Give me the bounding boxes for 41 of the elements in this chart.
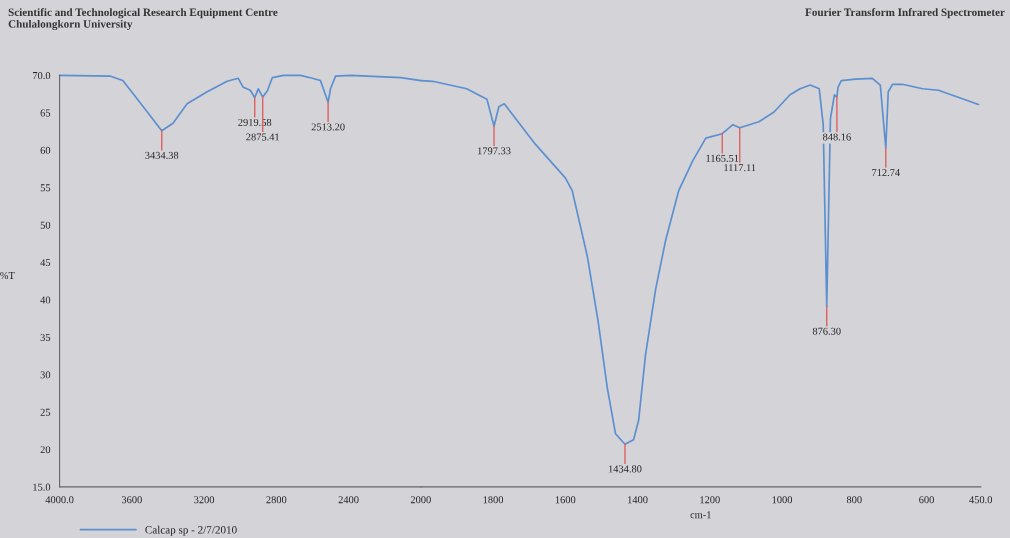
chart-title: Scientific and Technological Research Equipment Centre Chulalongkorn University	[8, 8, 278, 31]
x-tick-label: 600	[919, 496, 934, 504]
annotation: 2875.41	[246, 133, 280, 141]
y-tick-label: 55	[40, 184, 51, 192]
x-tick-label: 1800	[483, 496, 504, 504]
annotation: 1797.33	[478, 147, 511, 155]
x-tick-label: 1400	[628, 496, 648, 504]
x-tick-label: 1200	[700, 496, 720, 504]
annotation: 1117.11	[724, 164, 756, 172]
x-tick-label: 2800	[266, 496, 287, 504]
y-tick-label: 40	[40, 296, 51, 304]
x-tick-label: 800	[846, 496, 862, 504]
x-axis-title: cm-1	[690, 511, 711, 519]
annotation: 3434.38	[145, 151, 179, 159]
x-tick-label: 1600	[555, 496, 576, 504]
x-tick-label: 3200	[194, 496, 215, 504]
x-tick-label: 450.0	[969, 496, 993, 504]
annotation: 848.16	[822, 133, 851, 141]
annotation: 876.30	[812, 327, 841, 335]
legend-label: Calcap sp - 2/7/2010	[145, 525, 237, 536]
annotation: 712.74	[872, 169, 900, 177]
x-tick-label: 2000	[410, 496, 431, 504]
x-tick-label: 2400	[338, 496, 359, 504]
y-tick-label: 70.0	[33, 72, 51, 80]
x-tick-label: 3600	[121, 496, 142, 504]
y-tick-label: 35	[40, 333, 51, 341]
y-tick-label: 45	[40, 259, 51, 267]
y-tick-label: 30	[40, 371, 51, 379]
y-tick-label: 15.0	[33, 483, 51, 491]
y-tick-label: 65	[40, 109, 51, 117]
x-tick-label: 4000.0	[45, 496, 74, 504]
chart-title: Fourier Transform Infrared Spectrometer	[805, 8, 1005, 19]
y-tick-label: 50	[40, 221, 51, 229]
y-tick-label: 20	[40, 446, 51, 454]
y-tick-label: 25	[40, 408, 51, 416]
annotation: 1165.51	[706, 154, 739, 162]
y-tick-label: 60	[40, 146, 51, 154]
annotation: 1434.80	[608, 465, 642, 473]
annotation: 2513.20	[311, 123, 345, 131]
x-tick-label: 1000	[772, 496, 793, 504]
y-axis-title: %T	[0, 271, 15, 280]
